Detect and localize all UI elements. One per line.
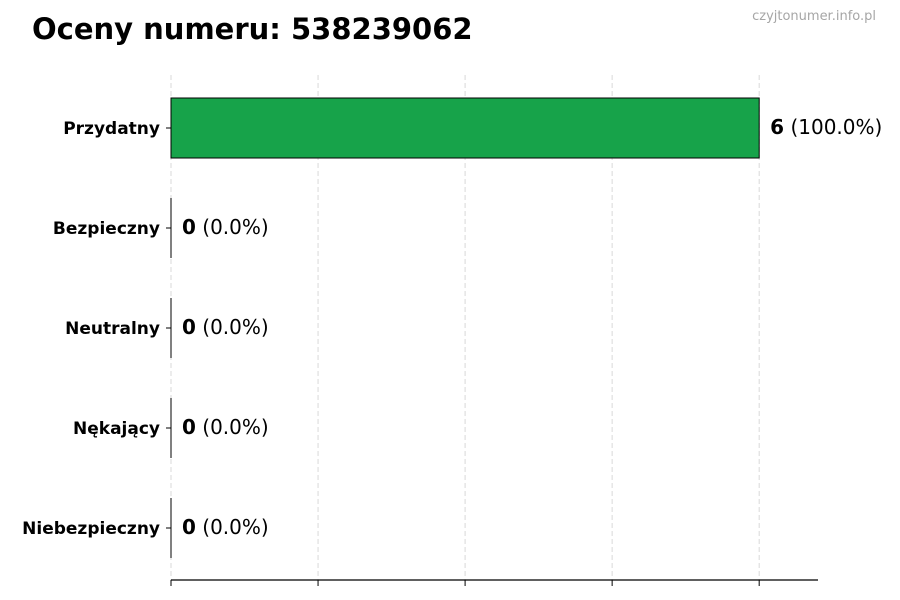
data-label-count: 0 <box>182 315 196 339</box>
chart-title: Oceny numeru: 538239062 <box>32 12 473 46</box>
data-label-percent: (0.0%) <box>196 515 269 539</box>
y-tick-label: Neutralny <box>65 319 160 339</box>
bar <box>170 97 760 159</box>
data-label-count: 0 <box>182 415 196 439</box>
data-label-percent: (0.0%) <box>196 415 269 439</box>
data-label-count: 0 <box>182 215 196 239</box>
data-label-count: 0 <box>182 515 196 539</box>
data-label: 0 (0.0%) <box>182 215 269 239</box>
y-tick-label: Nękający <box>73 419 160 439</box>
watermark: czyjtonumer.info.pl <box>752 9 876 24</box>
data-label-percent: (100.0%) <box>784 115 882 139</box>
y-tick-label: Bezpieczny <box>53 219 160 239</box>
data-label-count: 6 <box>770 115 784 139</box>
y-tick-label: Niebezpieczny <box>22 519 160 539</box>
y-tick-label: Przydatny <box>63 119 160 139</box>
data-label: 0 (0.0%) <box>182 315 269 339</box>
data-label-percent: (0.0%) <box>196 215 269 239</box>
data-label: 0 (0.0%) <box>182 415 269 439</box>
data-label-percent: (0.0%) <box>196 315 269 339</box>
data-label: 0 (0.0%) <box>182 515 269 539</box>
data-label: 6 (100.0%) <box>770 115 882 139</box>
